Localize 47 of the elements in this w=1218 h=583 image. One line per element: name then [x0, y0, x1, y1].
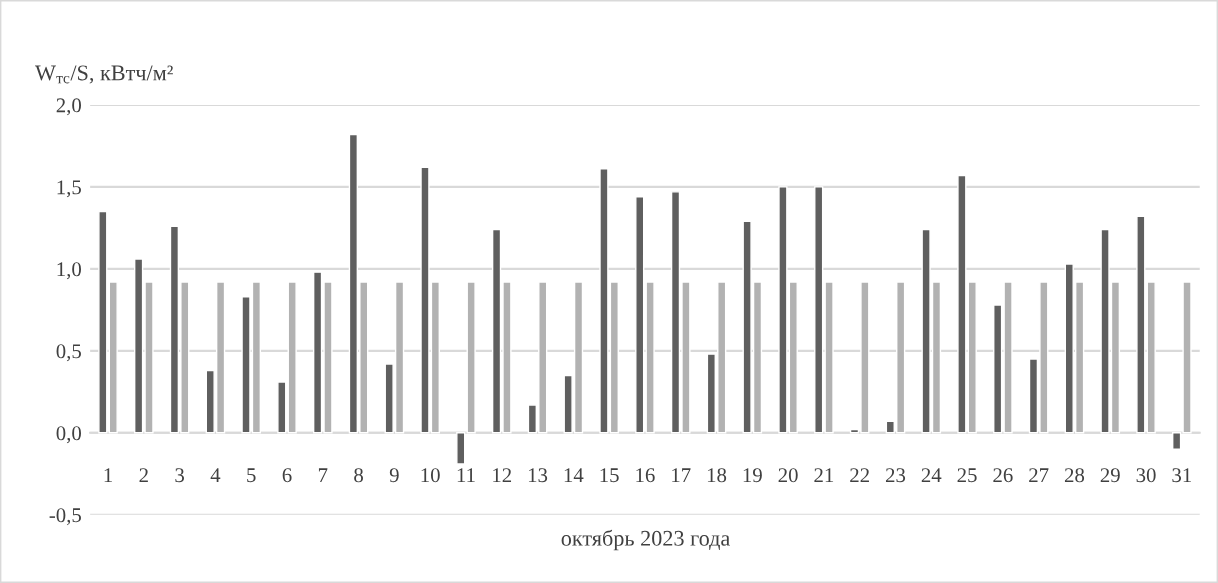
x-tick-label: 14 [564, 468, 584, 482]
bar [1146, 281, 1156, 434]
x-tick-label: 13 [528, 468, 548, 483]
y-tick-label: 0,5 [56, 344, 81, 362]
x-tick-label: 2 [139, 468, 148, 482]
x-tick-label: 16 [636, 468, 655, 483]
x-tick-label: 6 [282, 468, 292, 483]
y-tick-label: 0,0 [56, 426, 81, 444]
x-tick-label: 27 [1029, 468, 1049, 482]
x-tick-label: 29 [1100, 468, 1120, 483]
x-tick-label: 20 [778, 468, 798, 483]
bar [277, 381, 287, 434]
x-tick-label: 11 [457, 468, 475, 482]
x-tick-label: 24 [921, 468, 942, 482]
x-tick-label: 9 [389, 468, 399, 483]
bar [466, 281, 476, 434]
x-tick-label: 28 [1064, 468, 1085, 483]
x-tick-label: 22 [850, 468, 869, 482]
bar [1136, 215, 1146, 434]
x-tick-label: 23 [885, 468, 906, 483]
y-tick-label: -0,5 [49, 508, 81, 526]
bar [456, 432, 466, 465]
x-tick-label: 5 [247, 468, 256, 483]
x-tick-label: 21 [814, 468, 834, 482]
x-tick-label: 8 [354, 468, 363, 483]
x-tick-label: 25 [957, 468, 977, 483]
y-tick-label: 1,5 [57, 180, 81, 198]
x-tick-label: 1 [104, 468, 112, 482]
x-tick-label: 17 [672, 468, 691, 482]
y-tick-label: 1,0 [57, 262, 81, 280]
x-axis-title: октябрь 2023 года [561, 529, 730, 551]
bar [108, 281, 118, 434]
x-tick-label: 15 [600, 468, 619, 483]
x-tick-label: 4 [210, 468, 221, 482]
x-tick-label: 3 [175, 468, 185, 483]
y-tick-label: 2,0 [56, 98, 81, 116]
x-tick-label: 10 [421, 468, 440, 483]
x-tick-label: 18 [707, 468, 727, 483]
x-tick-label: 30 [1136, 468, 1156, 483]
x-tick-label: 7 [318, 468, 328, 482]
bar [287, 281, 297, 434]
x-tick-label: 12 [493, 468, 512, 482]
y-axis-title: W$_{тс}$/S, кВтч/м² [35, 65, 173, 84]
x-tick-label: 26 [993, 468, 1013, 483]
x-tick-label: 31 [1172, 468, 1191, 483]
bar [98, 210, 108, 434]
x-tick-label: 19 [743, 468, 762, 483]
